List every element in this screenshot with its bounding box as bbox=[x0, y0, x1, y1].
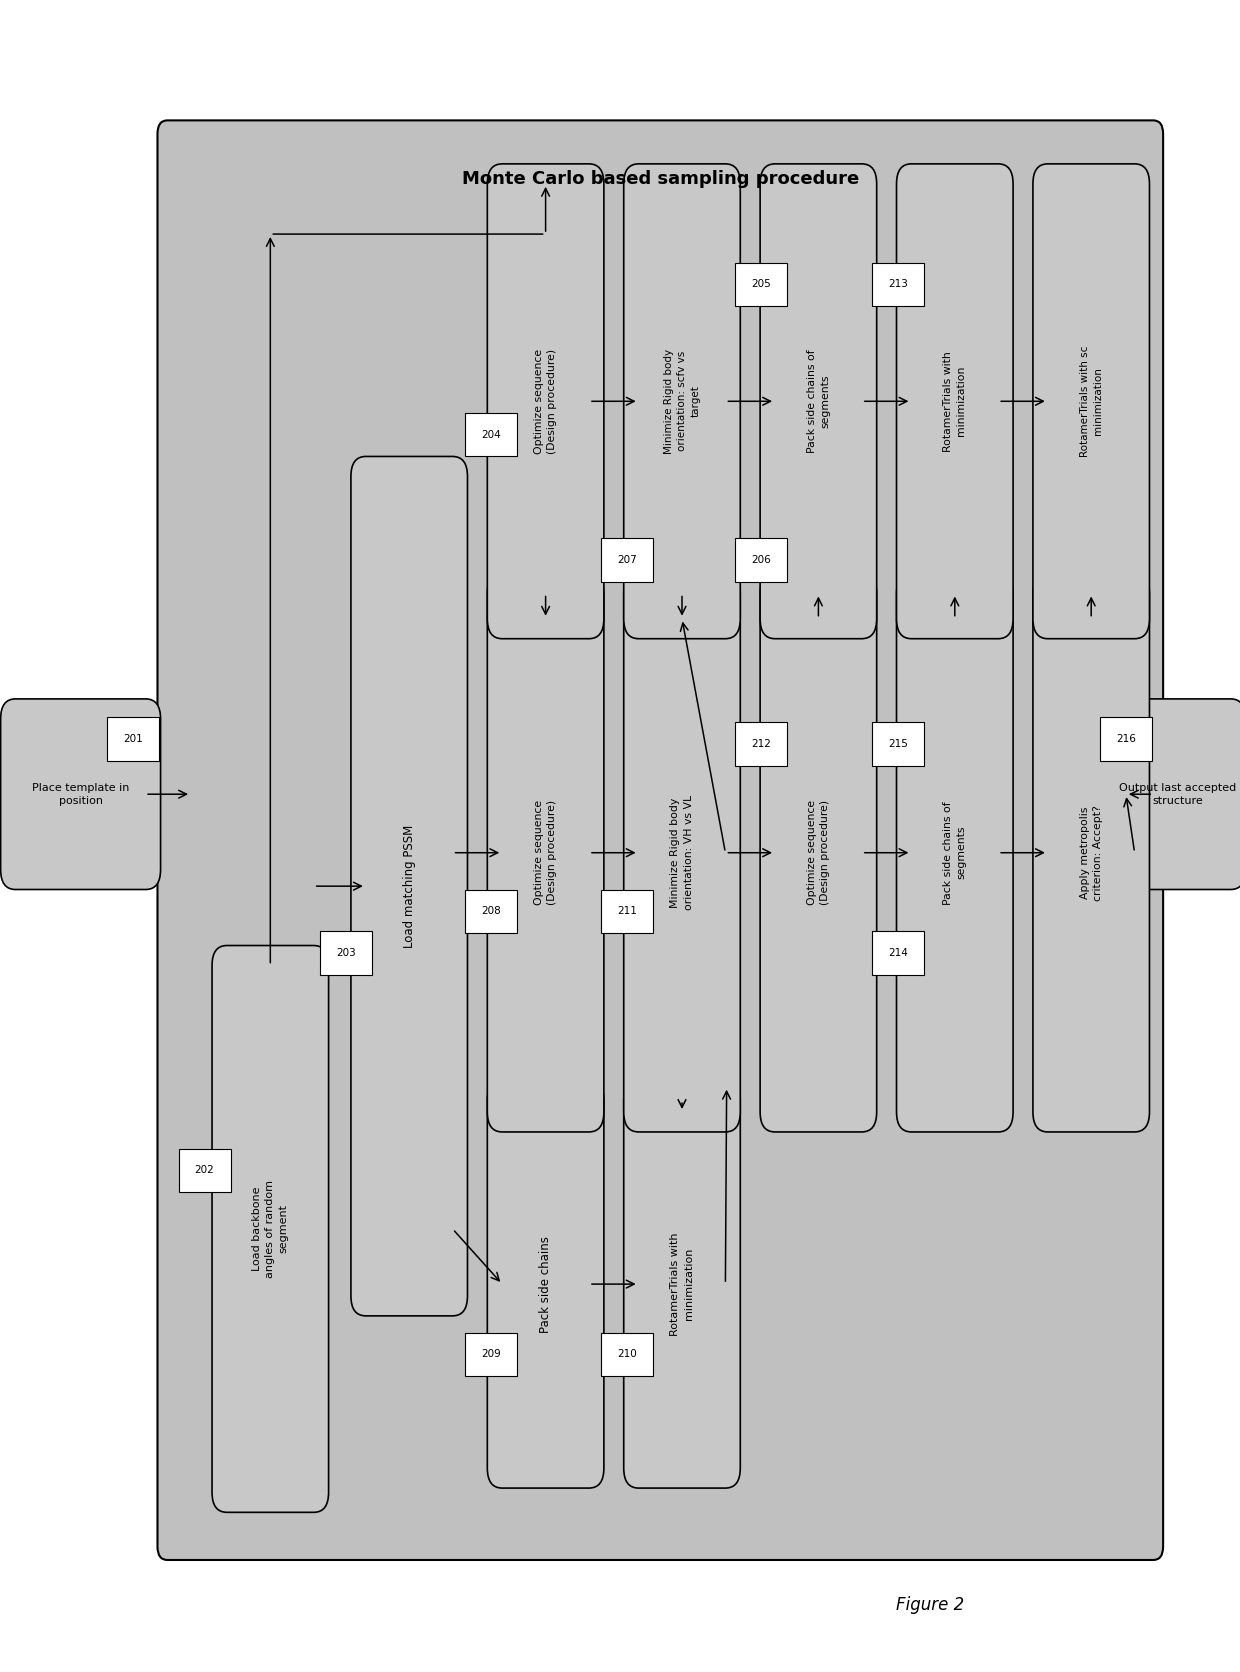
Text: 204: 204 bbox=[481, 430, 501, 440]
Text: 209: 209 bbox=[481, 1349, 501, 1359]
FancyBboxPatch shape bbox=[179, 1149, 231, 1192]
Text: Apply metropolis
criterion: Accept?: Apply metropolis criterion: Accept? bbox=[1080, 804, 1102, 901]
Text: 214: 214 bbox=[888, 948, 908, 958]
FancyBboxPatch shape bbox=[1, 699, 161, 890]
Text: Minimize Rigid body
orientation: VH vs VL: Minimize Rigid body orientation: VH vs V… bbox=[671, 796, 693, 910]
FancyBboxPatch shape bbox=[760, 573, 877, 1132]
Text: Optimize sequence
(Design procedure): Optimize sequence (Design procedure) bbox=[807, 801, 830, 905]
Text: RotamerTrials with
minimization: RotamerTrials with minimization bbox=[944, 351, 966, 451]
Text: 210: 210 bbox=[618, 1349, 637, 1359]
Text: Place template in
position: Place template in position bbox=[32, 782, 129, 806]
Text: Optimize sequence
(Design procedure): Optimize sequence (Design procedure) bbox=[534, 349, 557, 453]
Text: 211: 211 bbox=[618, 906, 637, 916]
Text: RotamerTrials with sc
minimization: RotamerTrials with sc minimization bbox=[1080, 346, 1102, 456]
FancyBboxPatch shape bbox=[601, 890, 653, 933]
FancyBboxPatch shape bbox=[897, 573, 1013, 1132]
FancyBboxPatch shape bbox=[735, 263, 787, 306]
FancyBboxPatch shape bbox=[487, 573, 604, 1132]
Text: Pack side chains of
segments: Pack side chains of segments bbox=[807, 349, 830, 453]
FancyBboxPatch shape bbox=[320, 931, 372, 975]
Text: 207: 207 bbox=[618, 555, 637, 565]
Text: 201: 201 bbox=[123, 734, 143, 744]
FancyBboxPatch shape bbox=[872, 931, 924, 975]
Text: 206: 206 bbox=[751, 555, 771, 565]
Text: 208: 208 bbox=[481, 906, 501, 916]
Text: Load matching PSSM: Load matching PSSM bbox=[403, 824, 415, 948]
FancyBboxPatch shape bbox=[351, 456, 467, 1316]
Text: Load backbone
angles of random
segment: Load backbone angles of random segment bbox=[252, 1180, 289, 1277]
Text: 203: 203 bbox=[336, 948, 356, 958]
Text: RotamerTrials with
minimization: RotamerTrials with minimization bbox=[671, 1232, 693, 1336]
FancyBboxPatch shape bbox=[601, 538, 653, 582]
FancyBboxPatch shape bbox=[1033, 573, 1149, 1132]
FancyBboxPatch shape bbox=[735, 722, 787, 766]
FancyBboxPatch shape bbox=[157, 120, 1163, 1560]
FancyBboxPatch shape bbox=[465, 1333, 517, 1376]
Text: Minimize Rigid body
orientation: scfv vs
target: Minimize Rigid body orientation: scfv vs… bbox=[663, 349, 701, 453]
FancyBboxPatch shape bbox=[872, 263, 924, 306]
FancyBboxPatch shape bbox=[487, 164, 604, 639]
FancyBboxPatch shape bbox=[624, 1080, 740, 1488]
FancyBboxPatch shape bbox=[624, 164, 740, 639]
FancyBboxPatch shape bbox=[1033, 164, 1149, 639]
FancyBboxPatch shape bbox=[897, 164, 1013, 639]
FancyBboxPatch shape bbox=[487, 1080, 604, 1488]
FancyBboxPatch shape bbox=[624, 573, 740, 1132]
Text: 213: 213 bbox=[888, 279, 908, 289]
Text: Pack side chains of
segments: Pack side chains of segments bbox=[944, 801, 966, 905]
Text: 202: 202 bbox=[195, 1165, 215, 1175]
Text: Optimize sequence
(Design procedure): Optimize sequence (Design procedure) bbox=[534, 801, 557, 905]
Text: Monte Carlo based sampling procedure: Monte Carlo based sampling procedure bbox=[463, 171, 859, 187]
Text: 212: 212 bbox=[751, 739, 771, 749]
FancyBboxPatch shape bbox=[212, 946, 329, 1511]
FancyBboxPatch shape bbox=[601, 1333, 653, 1376]
FancyBboxPatch shape bbox=[760, 164, 877, 639]
FancyBboxPatch shape bbox=[1100, 717, 1152, 761]
Text: Figure 2: Figure 2 bbox=[895, 1597, 965, 1613]
Text: 205: 205 bbox=[751, 279, 771, 289]
Text: Output last accepted
structure: Output last accepted structure bbox=[1120, 782, 1236, 806]
FancyBboxPatch shape bbox=[465, 413, 517, 456]
Text: 215: 215 bbox=[888, 739, 908, 749]
FancyBboxPatch shape bbox=[735, 538, 787, 582]
Text: Pack side chains: Pack side chains bbox=[539, 1236, 552, 1333]
FancyBboxPatch shape bbox=[107, 717, 159, 761]
FancyBboxPatch shape bbox=[465, 890, 517, 933]
FancyBboxPatch shape bbox=[1110, 699, 1240, 890]
Text: 216: 216 bbox=[1116, 734, 1136, 744]
FancyBboxPatch shape bbox=[872, 722, 924, 766]
